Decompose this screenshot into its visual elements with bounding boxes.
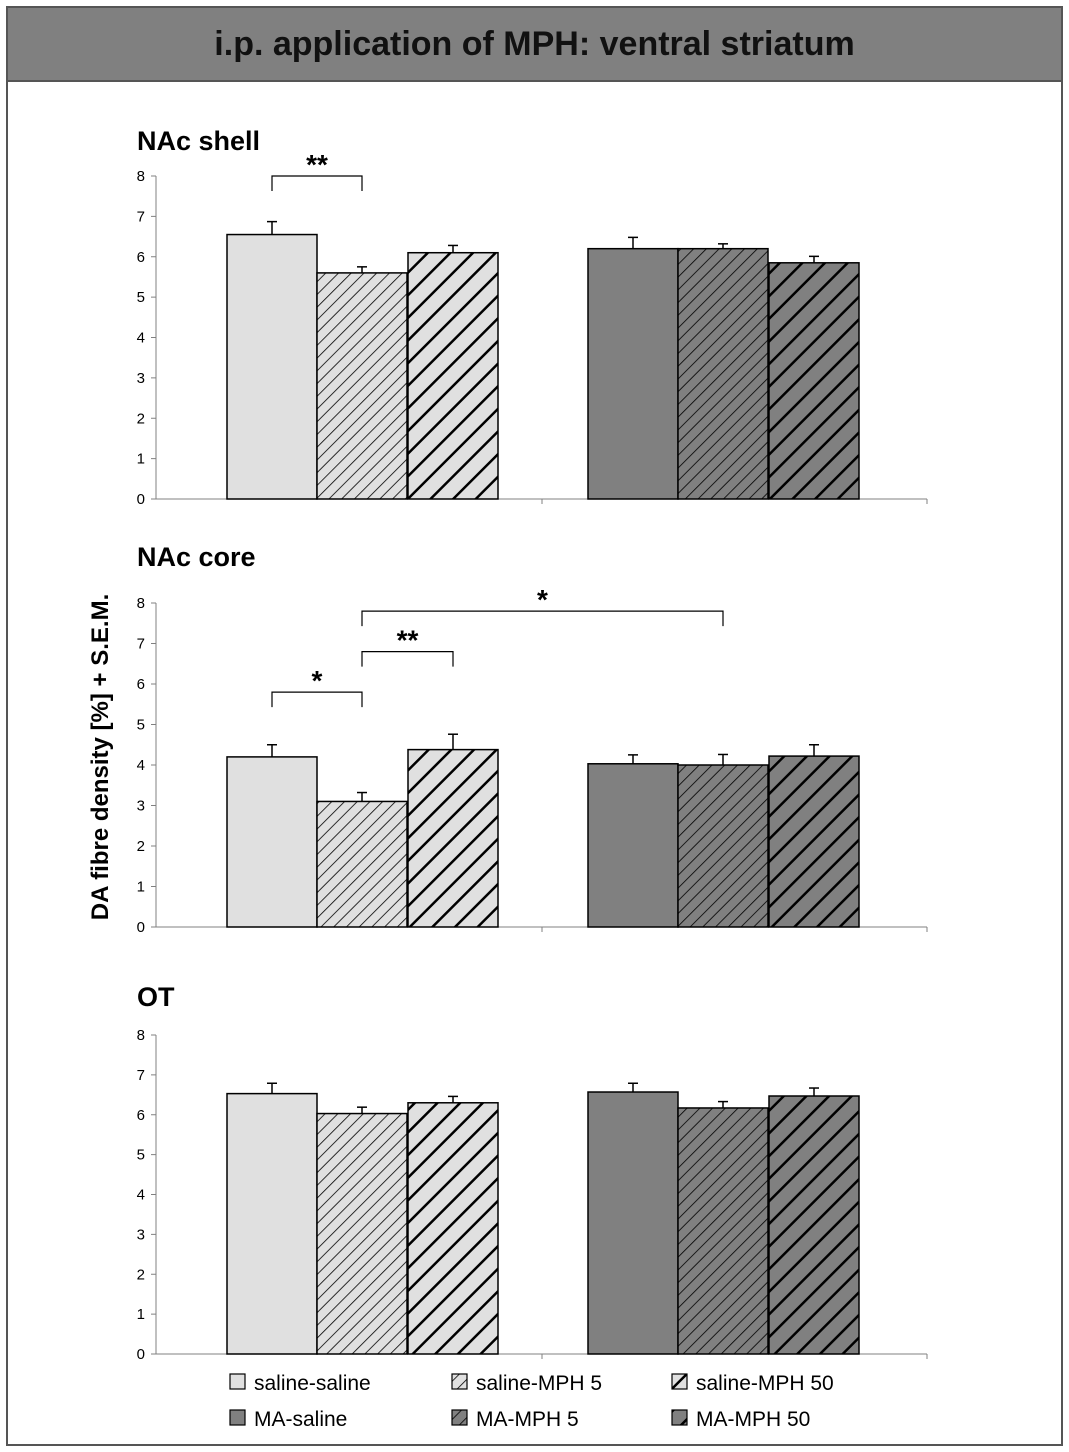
significance-label: * [312,665,323,696]
y-tick-label: 6 [137,676,145,693]
y-tick-label: 0 [137,491,145,508]
y-tick-label: 8 [137,1027,145,1044]
legend-swatch [671,1373,688,1390]
y-tick-label: 0 [137,1346,145,1363]
bar-saline-saline [226,756,318,928]
bar-saline-mph-5 [316,1112,408,1355]
panel-nac-shell: NAc shell 0 1 2 3 4 5 6 7 8 ** [137,126,928,508]
bar-ma-mph-5 [677,764,769,928]
y-tick-label: 7 [137,1067,145,1084]
y-tick-label: 2 [137,838,145,855]
bar-saline-mph-5 [316,800,408,928]
significance-label: ** [306,149,328,180]
legend-item-ma-saline: MA-saline [229,1408,347,1431]
legend-label: MA-MPH 5 [476,1408,579,1431]
legend-item-saline-mph-50: saline-MPH 50 [671,1372,834,1395]
legend-item-saline-mph-5: saline-MPH 5 [451,1372,602,1395]
y-tick-label: 8 [137,595,145,612]
legend-item-saline-saline: saline-saline [229,1372,371,1395]
y-tick-label: 5 [137,717,145,734]
y-tick-label: 4 [137,757,145,774]
legend-label: MA-saline [254,1408,347,1431]
y-tick-label: 3 [137,1226,145,1243]
legend-label: MA-MPH 50 [696,1408,810,1431]
legend-item-ma-mph-5: MA-MPH 5 [451,1408,579,1431]
bar-ma-saline [587,763,679,928]
y-tick-label: 7 [137,208,145,225]
panel-ot: OT 0 1 2 3 4 5 6 7 8 [137,982,928,1363]
legend-swatch [451,1409,468,1426]
panel-title: NAc shell [137,126,260,156]
significance-bracket [361,651,454,667]
bar-ma-mph-50 [768,262,860,500]
significance-bracket [271,691,363,708]
significance-label: ** [397,625,419,656]
bar-ma-mph-50 [768,1095,860,1355]
y-tick-label: 0 [137,919,145,936]
bar-ma-saline [587,1091,679,1355]
legend-label: saline-MPH 50 [696,1372,834,1395]
y-tick-label: 3 [137,798,145,815]
y-tick-label: 2 [137,1266,145,1283]
bar-saline-mph-50 [407,748,499,928]
y-tick-label: 5 [137,1147,145,1164]
y-axis-label: DA fibre density [%] + S.E.M. [87,594,114,921]
legend-swatch [229,1409,246,1426]
panel-title: NAc core [137,542,256,572]
figure-title: i.p. application of MPH: ventral striatu… [8,8,1061,82]
legend-swatch [671,1409,688,1426]
panel-title: OT [137,982,175,1012]
legend-label: saline-MPH 5 [476,1372,602,1395]
y-tick-label: 6 [137,1107,145,1124]
bar-saline-mph-50 [407,1102,499,1355]
y-tick-label: 1 [137,451,145,468]
y-tick-label: 1 [137,1306,145,1323]
legend-swatch [229,1373,246,1390]
y-tick-label: 4 [137,1187,145,1204]
y-tick-label: 1 [137,879,145,896]
legend-swatch [451,1373,468,1390]
y-tick-label: 7 [137,636,145,653]
legend: saline-saline saline-MPH 5 saline-MPH 50 MA… [229,1372,834,1431]
y-tick-label: 6 [137,249,145,266]
bar-ma-mph-5 [677,1107,769,1355]
bar-saline-saline [226,233,318,500]
y-tick-label: 4 [137,330,145,347]
bar-saline-mph-5 [316,272,408,500]
y-tick-label: 5 [137,289,145,306]
y-tick-label: 2 [137,410,145,427]
figure-frame: i.p. application of MPH: ventral striatu… [6,6,1063,1446]
significance-label: * [537,584,548,615]
bar-ma-saline [587,247,679,500]
y-tick-label: 8 [137,168,145,185]
y-tick-label: 3 [137,370,145,387]
legend-item-ma-mph-50: MA-MPH 50 [671,1408,810,1431]
bar-saline-mph-50 [407,251,499,500]
significance-bracket [271,175,363,191]
bar-ma-mph-50 [768,755,860,928]
bar-ma-mph-5 [677,247,769,500]
legend-label: saline-saline [254,1372,371,1395]
significance-bracket [361,610,724,627]
bar-saline-saline [226,1092,318,1355]
